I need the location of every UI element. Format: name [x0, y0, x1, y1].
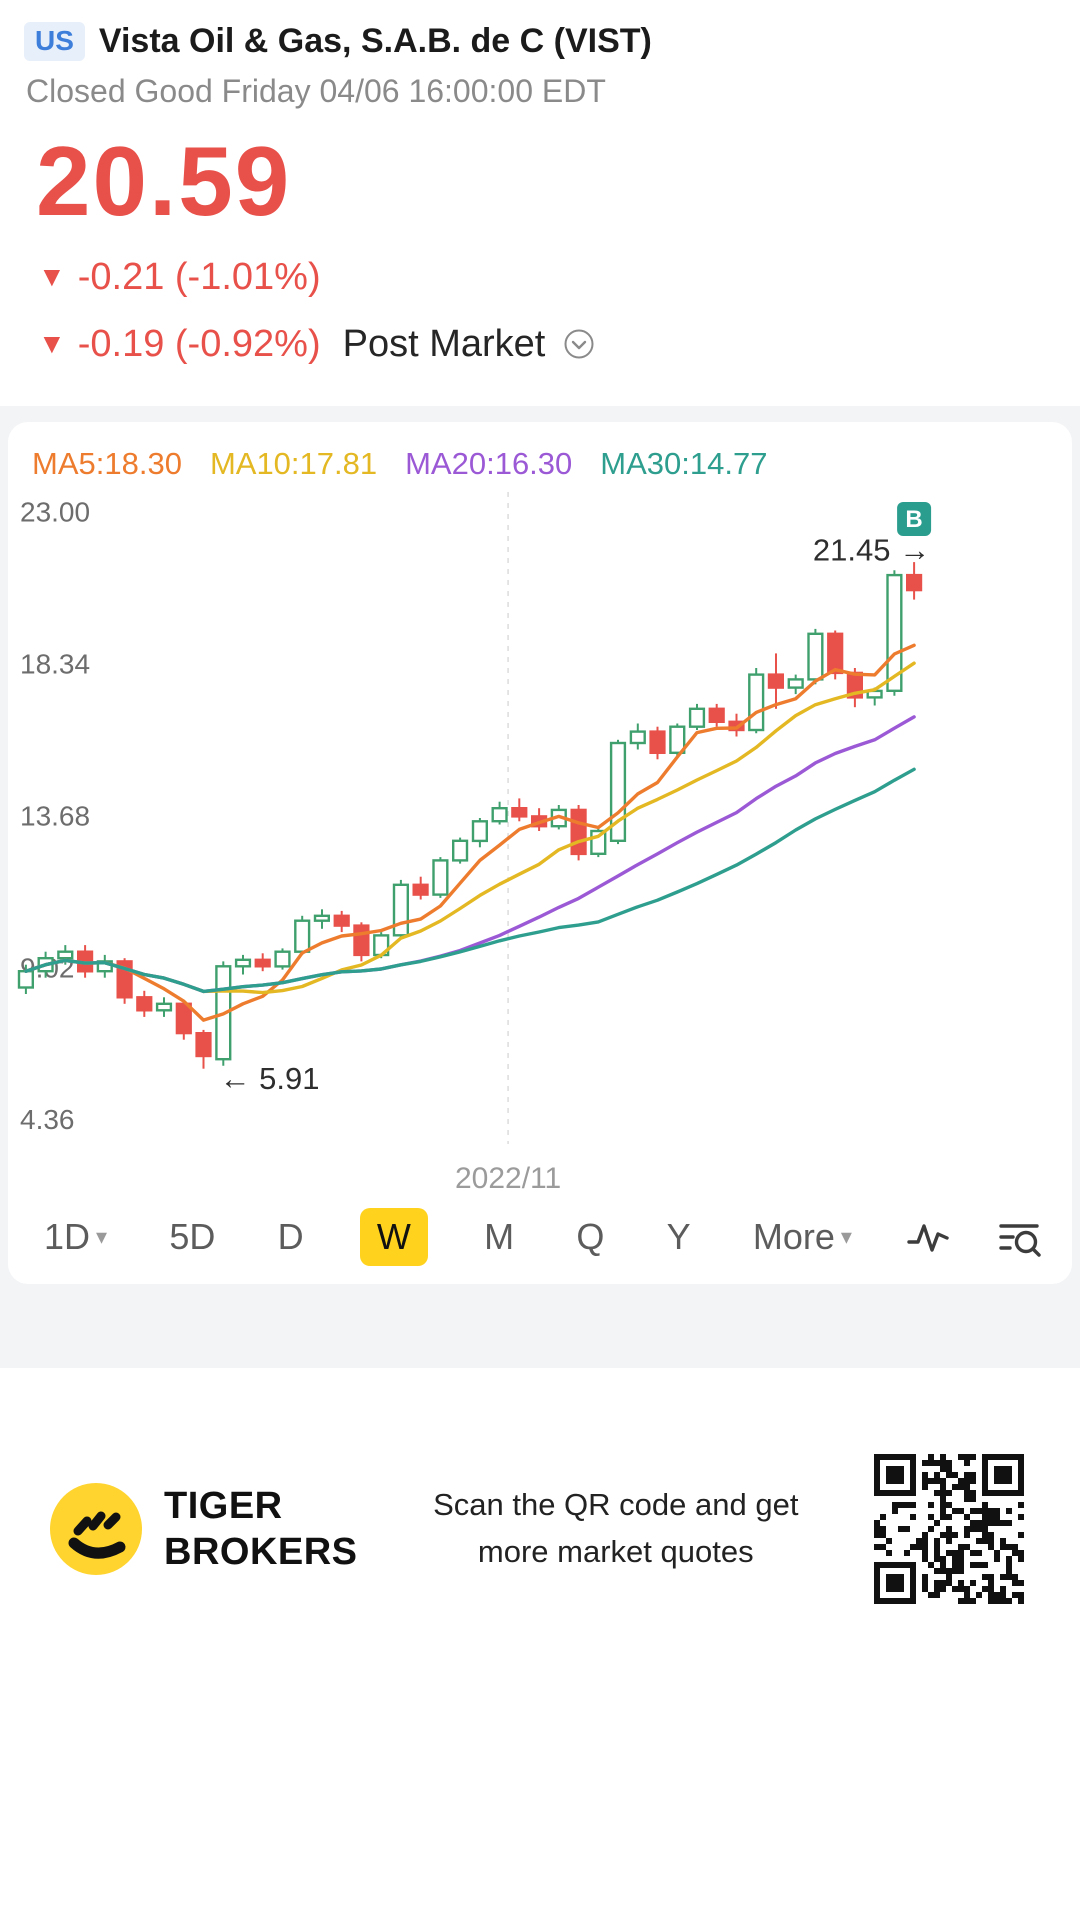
chart-icons — [906, 1217, 1042, 1257]
svg-text:13.68: 13.68 — [20, 800, 90, 831]
period-5d[interactable]: 5D — [163, 1208, 221, 1266]
period-label: W — [376, 1215, 411, 1257]
ma-label-ma30: MA30:14.77 — [600, 445, 768, 481]
period-label: Y — [666, 1215, 691, 1257]
svg-text:18.34: 18.34 — [20, 648, 90, 679]
period-label: Q — [576, 1215, 605, 1257]
svg-text:2022/11: 2022/11 — [455, 1162, 561, 1195]
scan-text: Scan the QR code and get more market quo… — [433, 1487, 799, 1569]
svg-text:21.45 →: 21.45 → — [813, 533, 930, 568]
post-market-row[interactable]: ▼ -0.19 (-0.92%) Post Market — [38, 323, 1056, 366]
market-badge: US — [24, 22, 85, 61]
period-more[interactable]: More ▾ — [747, 1208, 858, 1266]
tiger-logo — [48, 1481, 144, 1577]
period-selector: 1D ▾ 5D D W M Q Y More ▾ — [8, 1198, 1072, 1266]
svg-text:4.36: 4.36 — [20, 1104, 75, 1135]
period-m[interactable]: M — [478, 1208, 520, 1266]
brand-line-1: TIGER — [164, 1484, 283, 1527]
qr-code — [874, 1453, 1024, 1604]
footer: TIGER BROKERS Scan the QR code and get m… — [0, 1367, 1080, 1924]
brand-name: TIGER BROKERS — [164, 1483, 358, 1576]
title-row: US Vista Oil & Gas, S.A.B. de C (VIST) — [24, 22, 1056, 61]
period-items: 1D ▾ 5D D W M Q Y More ▾ — [38, 1207, 858, 1266]
down-triangle-icon: ▼ — [38, 261, 66, 293]
svg-text:23.00: 23.00 — [20, 497, 90, 528]
brand-line-2: BROKERS — [164, 1530, 358, 1573]
chevron-down-circle-icon[interactable] — [563, 328, 595, 360]
period-label: M — [484, 1215, 515, 1257]
ma-label-ma20: MA20:16.30 — [405, 445, 573, 481]
ma-indicators: MA5:18.30 MA10:17.81 MA20:16.30 MA30:14.77 — [8, 446, 1072, 482]
post-market-change-text: -0.19 (-0.92%) — [77, 322, 321, 365]
caret-down-icon: ▾ — [840, 1223, 852, 1249]
indicator-settings-icon[interactable] — [996, 1217, 1042, 1257]
quote-header: US Vista Oil & Gas, S.A.B. de C (VIST) C… — [0, 0, 1080, 406]
ma-label-ma5: MA5:18.30 — [32, 445, 182, 481]
svg-text:B: B — [905, 506, 922, 533]
caret-down-icon: ▾ — [96, 1223, 108, 1249]
period-q[interactable]: Q — [570, 1208, 610, 1266]
svg-text:← 5.91: ← 5.91 — [220, 1061, 320, 1096]
period-d[interactable]: D — [272, 1208, 310, 1266]
period-label: 5D — [169, 1215, 216, 1257]
down-triangle-icon: ▼ — [38, 328, 66, 360]
period-label: More — [752, 1215, 835, 1257]
price-change-text: -0.21 (-1.01%) — [77, 255, 321, 298]
post-market-label: Post Market — [342, 322, 546, 365]
period-label: D — [277, 1215, 304, 1257]
period-w[interactable]: W — [359, 1207, 428, 1266]
line-chart-style-icon[interactable] — [906, 1217, 950, 1257]
chart-card: MA5:18.30 MA10:17.81 MA20:16.30 MA30:14.77 … — [8, 421, 1072, 1284]
period-label: 1D — [44, 1215, 91, 1257]
last-price: 20.59 — [36, 126, 292, 236]
period-1d[interactable]: 1D ▾ — [38, 1208, 113, 1266]
brand-group: TIGER BROKERS — [48, 1481, 358, 1577]
ma-label-ma10: MA10:17.81 — [209, 445, 378, 481]
market-status: Closed Good Friday 04/06 16:00:00 EDT — [26, 73, 606, 109]
stock-title: Vista Oil & Gas, S.A.B. de C (VIST) — [98, 22, 652, 60]
price-change-row: ▼ -0.21 (-1.01%) — [38, 256, 1056, 299]
period-y[interactable]: Y — [661, 1208, 697, 1266]
